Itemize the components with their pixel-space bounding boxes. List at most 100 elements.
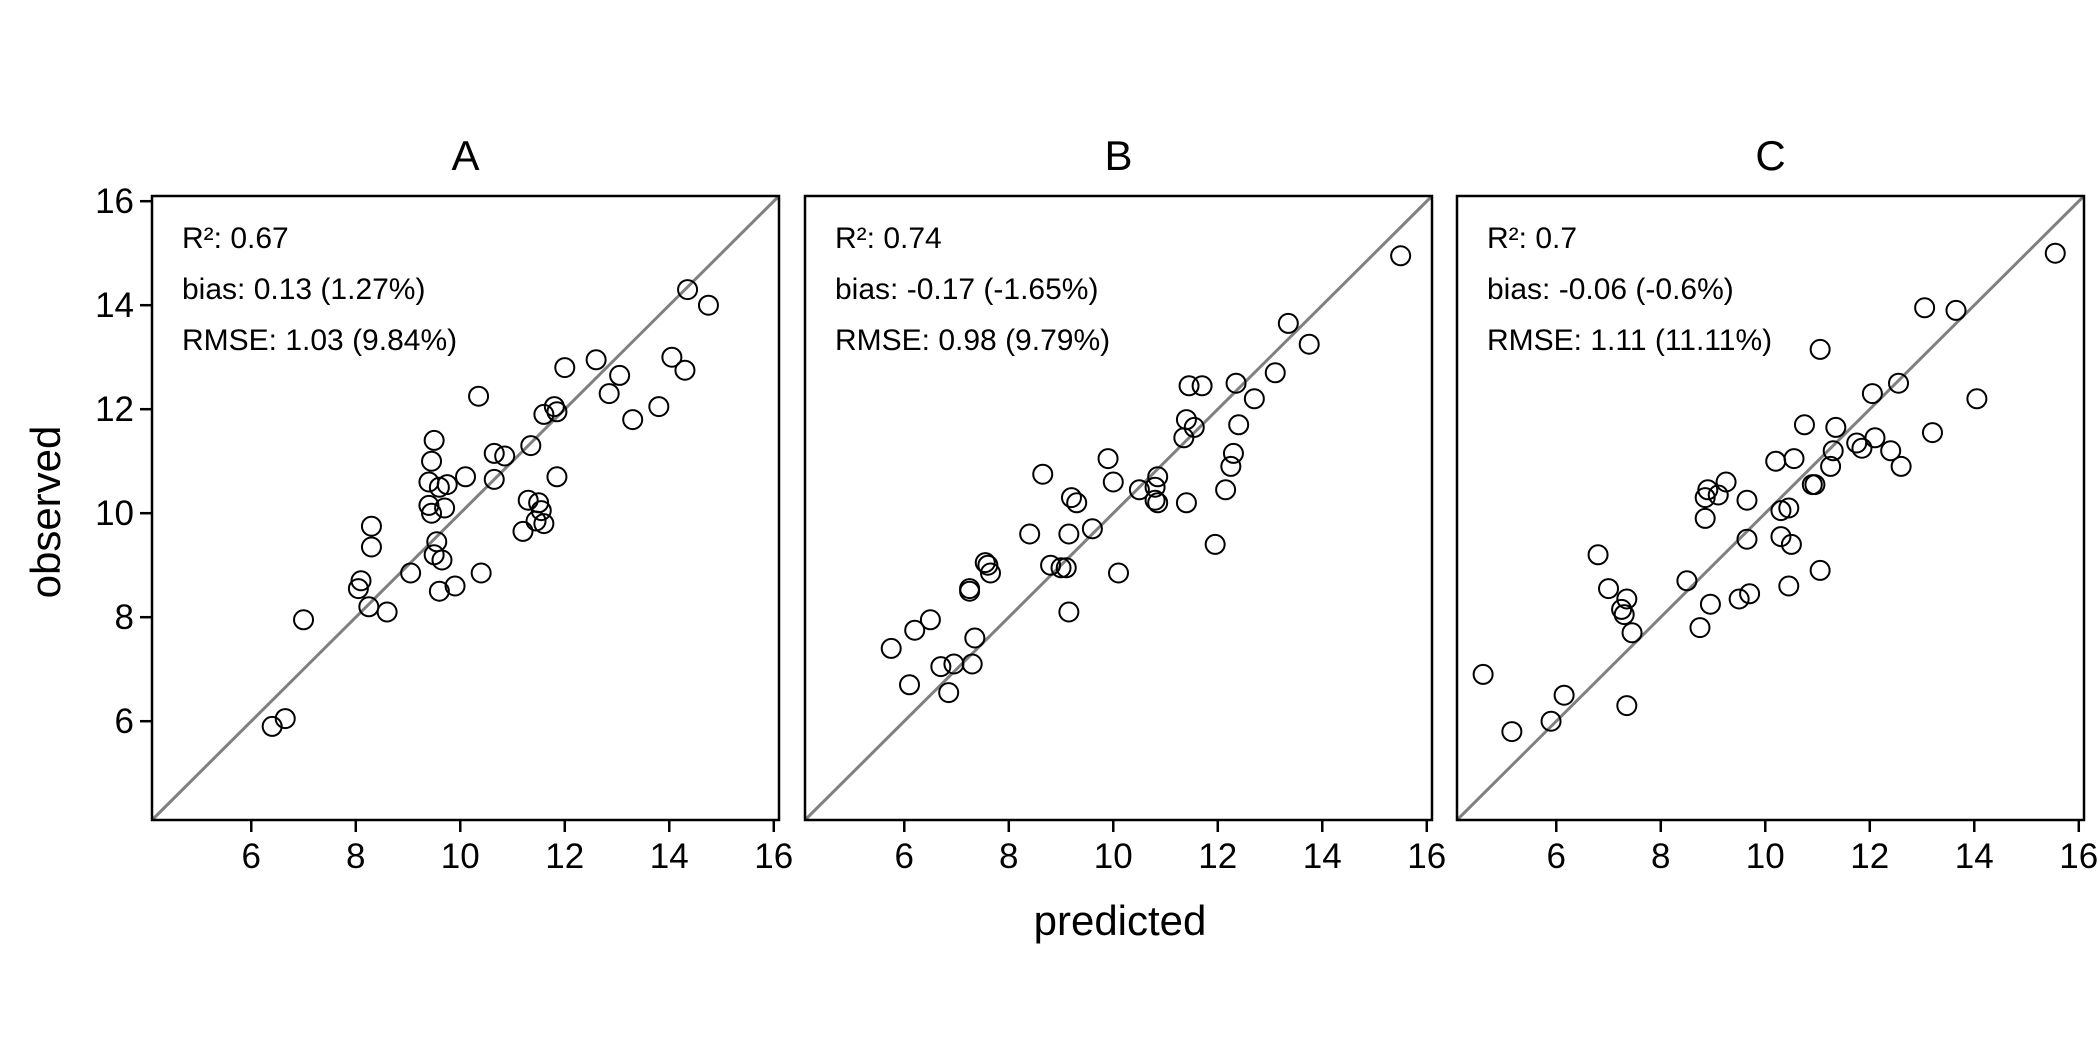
panel-B: B R²: 0.74 bias: -0.17 (-1.65%) RMSE: 0.98 … <box>803 132 1446 876</box>
data-point <box>1778 575 1800 597</box>
data-point <box>648 396 670 418</box>
data-point <box>1081 518 1103 540</box>
x-axis-title: predicted <box>1034 897 1207 944</box>
x-tick-label: 12 <box>545 837 584 876</box>
data-point <box>350 570 372 592</box>
data-point <box>1809 338 1831 360</box>
data-point <box>1058 601 1080 623</box>
data-point <box>938 682 960 704</box>
data-point <box>1147 492 1169 514</box>
data-point <box>1298 333 1320 355</box>
data-point <box>1780 533 1802 555</box>
data-point <box>1222 442 1244 464</box>
data-point <box>1178 375 1200 397</box>
data-point <box>1144 489 1166 511</box>
data-point <box>1220 455 1242 477</box>
data-point <box>1277 312 1299 334</box>
data-point <box>431 549 453 571</box>
data-point <box>1715 471 1737 493</box>
data-point <box>494 445 516 467</box>
y-tick-label: 16 <box>95 182 134 221</box>
data-point <box>546 401 568 423</box>
data-point <box>880 637 902 659</box>
data-point <box>1846 432 1868 454</box>
data-point <box>1613 604 1635 626</box>
data-point <box>483 442 505 464</box>
data-point <box>1060 487 1082 509</box>
data-point <box>979 562 1001 584</box>
data-point <box>1699 593 1721 615</box>
data-point <box>1739 583 1761 605</box>
data-point <box>444 575 466 597</box>
data-point <box>468 385 490 407</box>
data-point <box>1215 479 1237 501</box>
panel-title: C <box>1755 132 1785 179</box>
stat-line: R²: 0.67 <box>182 222 289 255</box>
data-point <box>1228 414 1250 436</box>
panel-C: C R²: 0.7 bias: -0.06 (-0.6%) RMSE: 1.11 (1… <box>1455 132 2098 876</box>
data-point <box>1793 414 1815 436</box>
data-point <box>1864 427 1886 449</box>
y-tick-label: 14 <box>95 286 134 325</box>
data-point <box>674 359 696 381</box>
data-point <box>964 627 986 649</box>
data-point <box>899 674 920 696</box>
data-point <box>1540 710 1562 732</box>
data-point <box>1175 492 1197 514</box>
data-point <box>546 466 568 488</box>
data-point <box>622 409 644 431</box>
data-point <box>436 474 458 496</box>
data-point <box>421 450 443 472</box>
panels: A R²: 0.67 bias: 0.13 (1.27%) RMSE: 1.03 (9… <box>95 132 2098 876</box>
data-point <box>930 656 952 678</box>
data-point <box>585 349 607 371</box>
panel-title: A <box>451 132 479 179</box>
stat-line: bias: 0.13 (1.27%) <box>182 273 425 306</box>
data-point <box>1736 489 1758 511</box>
data-point <box>1066 492 1088 514</box>
data-point <box>1697 479 1719 501</box>
data-point <box>418 471 440 493</box>
data-point <box>1050 557 1072 579</box>
data-point <box>421 502 443 524</box>
x-tick-label: 14 <box>1955 837 1994 876</box>
data-point <box>1390 245 1412 267</box>
data-point <box>1553 684 1575 706</box>
data-point <box>1598 578 1620 600</box>
data-point <box>470 562 492 584</box>
data-point <box>1264 362 1286 384</box>
data-point <box>697 294 719 316</box>
data-point <box>961 653 983 675</box>
stat-line: bias: -0.17 (-1.65%) <box>835 273 1098 306</box>
data-point <box>1128 479 1150 501</box>
data-point <box>1694 507 1716 529</box>
x-tick-label: 8 <box>346 837 365 876</box>
identity-line <box>150 194 781 822</box>
data-point <box>1888 372 1910 394</box>
data-point <box>677 279 699 301</box>
data-point <box>1966 388 1988 410</box>
data-point <box>598 383 620 405</box>
data-point <box>1825 416 1847 438</box>
data-point <box>1689 617 1711 639</box>
data-point <box>1783 448 1805 470</box>
x-tick-label: 16 <box>2059 837 2098 876</box>
data-point <box>533 403 555 425</box>
data-point <box>1851 437 1873 459</box>
data-point <box>1472 663 1494 685</box>
panel-border <box>150 194 781 822</box>
data-point <box>517 489 539 511</box>
data-point <box>2044 242 2066 264</box>
data-point <box>358 596 380 618</box>
data-point <box>1861 383 1883 405</box>
data-point <box>1616 588 1638 610</box>
data-point <box>919 609 941 631</box>
data-point <box>423 429 445 451</box>
data-point <box>533 513 555 535</box>
y-tick-label: 8 <box>115 598 134 637</box>
data-point <box>1822 440 1844 462</box>
data-point <box>1778 497 1800 519</box>
stat-line: R²: 0.7 <box>1487 222 1577 255</box>
data-point <box>360 515 382 537</box>
data-point <box>661 346 683 368</box>
